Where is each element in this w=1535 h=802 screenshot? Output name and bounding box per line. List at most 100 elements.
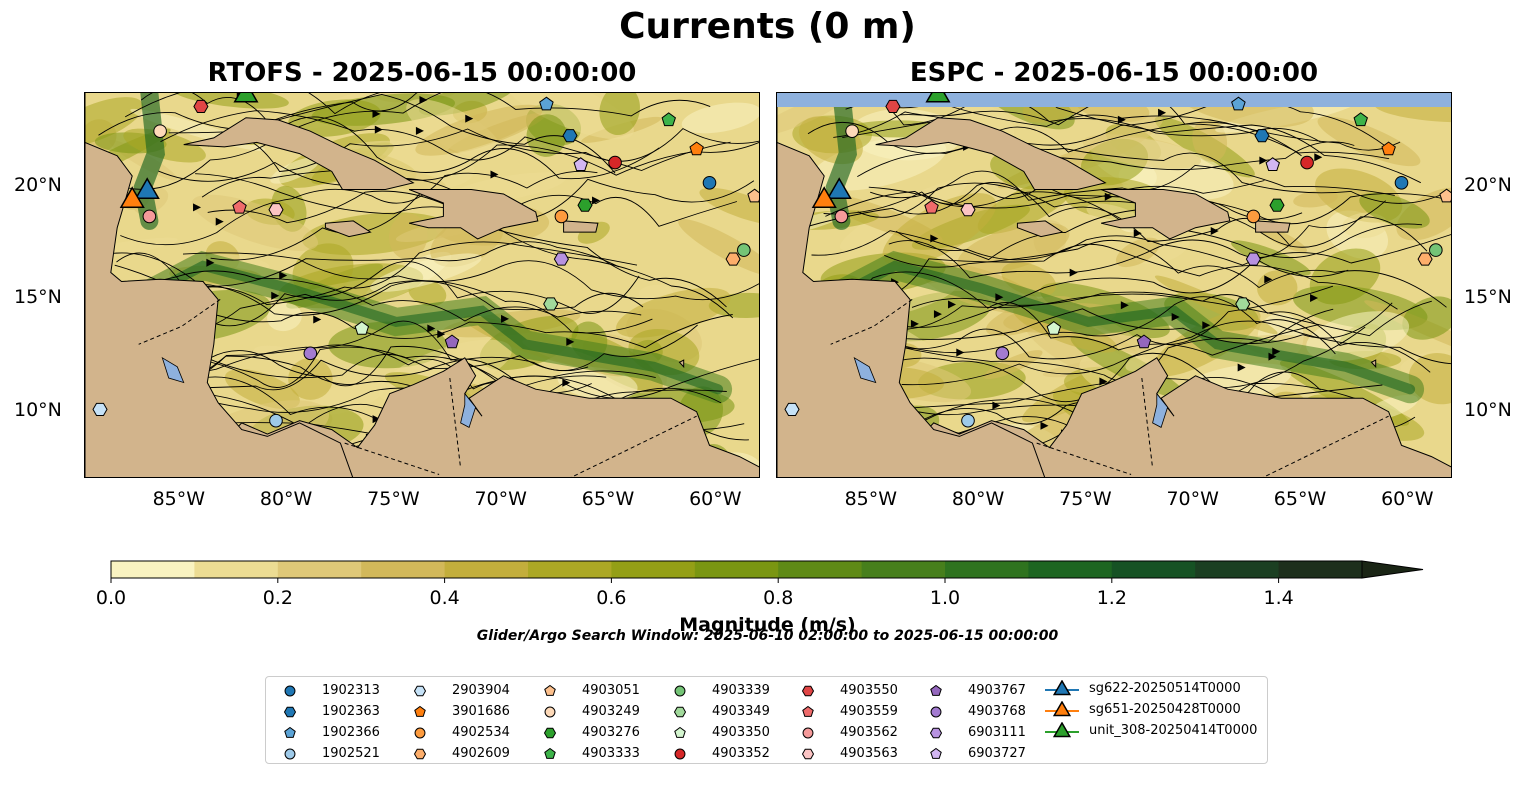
legend-label: 4903562	[840, 725, 898, 740]
legend-glyph-2903904	[413, 685, 427, 697]
legend-glyph-6903111	[929, 727, 943, 739]
argo-marker-1902366	[539, 96, 554, 111]
colorbar-tick-2: 0.4	[429, 587, 460, 609]
legend-glyph-4903276	[543, 727, 557, 739]
legend-marker-4903768	[930, 706, 942, 718]
legend-label: 6903111	[968, 725, 1026, 740]
argo-marker-1902363	[1254, 129, 1270, 143]
legend-marker-4903562	[802, 727, 814, 739]
colorbar-tick-4: 0.8	[763, 587, 794, 609]
colorbar-segment-1	[194, 561, 279, 578]
colorbar-tick-5: 1.0	[929, 587, 961, 609]
colorbar-segment-9	[861, 561, 946, 578]
legend-label: 4903333	[582, 746, 640, 761]
argo-marker-6903727	[1265, 157, 1280, 171]
rtofs-lon-tick-4: 65°W	[581, 488, 635, 510]
espc-lat-tick-0: 10°N	[1464, 398, 1512, 421]
legend-marker-4903333	[544, 747, 556, 759]
legend-label: 4903767	[968, 683, 1026, 698]
rtofs-lon-tick-2: 75°W	[367, 488, 420, 510]
argo-marker-4903768	[303, 346, 318, 361]
argo-marker-4903276	[577, 198, 593, 212]
espc-lon-tick-4: 65°W	[1273, 488, 1327, 510]
argo-marker-4903333	[1353, 112, 1368, 127]
legend-label: 4902609	[452, 746, 510, 761]
colorbar-segment-0	[111, 561, 195, 578]
argo-marker-4903768	[995, 346, 1010, 361]
legend-marker-unit_308-20250414T0000	[1045, 722, 1079, 738]
legend-label: 4903352	[712, 746, 770, 761]
legend-label: 4903350	[712, 725, 770, 740]
legend-glyph-4903768	[930, 706, 942, 718]
argo-marker-4903339	[737, 243, 751, 257]
legend-label: sg622-20250514T0000	[1089, 681, 1241, 696]
colorbar-segment-14	[1278, 561, 1363, 578]
argo-marker-4902609	[725, 252, 741, 266]
legend-glyph-4903767	[930, 684, 942, 696]
argo-marker-2903904	[784, 402, 800, 416]
argo-marker-1902313	[1394, 175, 1409, 190]
argo-marker-4903349	[543, 297, 559, 311]
argo-marker-4903051	[1439, 188, 1451, 203]
colorbar-tick-1: 0.2	[262, 587, 293, 609]
legend-label: 3901686	[452, 704, 510, 719]
espc-lon-tick-3: 70°W	[1166, 488, 1219, 510]
argo-marker-4903350	[1046, 320, 1062, 335]
glider-marker-sg622-20250514T0000	[826, 177, 852, 199]
colorbar-segment-8	[778, 561, 863, 578]
legend-glyph-4902609	[413, 748, 427, 760]
argo-marker-1902363	[562, 129, 578, 143]
legend-marker-4903352	[674, 748, 686, 760]
legend-label: 4903276	[582, 725, 640, 740]
legend-label: unit_308-20250414T0000	[1089, 723, 1258, 738]
legend-glyph-1902521	[284, 748, 296, 760]
rtofs-map	[84, 92, 760, 478]
legend-label: 4902534	[452, 725, 510, 740]
legend-marker-4903350	[674, 726, 686, 738]
espc-lon-tick-2: 75°W	[1059, 488, 1112, 510]
argo-marker-3901686	[1381, 141, 1396, 156]
legend-label: 4903559	[840, 704, 898, 719]
legend-label: 4903051	[582, 683, 640, 698]
argo-marker-1902366	[1231, 96, 1246, 111]
legend-glyph-4903352	[674, 748, 686, 760]
colorbar-tick-6: 1.2	[1096, 587, 1127, 609]
legend-marker-4903349	[673, 706, 687, 718]
legend-marker-4903249	[544, 706, 556, 718]
espc-lon-tick-5: 60°W	[1381, 488, 1434, 510]
legend-marker-4903339	[674, 685, 686, 697]
legend-label: 1902521	[322, 746, 380, 761]
search-window-text: Glider/Argo Search Window: 2025-06-10 02…	[476, 628, 1059, 644]
rtofs-lat-tick-1: 15°N	[14, 286, 62, 309]
colorbar-segment-4	[444, 561, 529, 578]
colorbar-segment-2	[277, 561, 362, 578]
colorbar-extend-arrow	[1361, 560, 1424, 579]
legend-marker-4903276	[543, 727, 557, 739]
argo-marker-4903559	[232, 199, 247, 214]
legend-label: 4903550	[840, 683, 898, 698]
legend-glyph-sg622-20250514T0000	[1052, 680, 1072, 696]
figure-title: Currents (0 m)	[619, 6, 916, 47]
legend-label: 1902363	[322, 704, 380, 719]
legend-marker-3901686	[414, 705, 426, 717]
legend-glyph-4903333	[544, 747, 556, 759]
argo-marker-4903562	[834, 209, 849, 224]
argo-marker-4902534	[1246, 209, 1261, 224]
colorbar-segment-5	[528, 561, 612, 578]
colorbar-tick-7: 1.4	[1263, 587, 1294, 609]
rtofs-lon-tick-0: 85°W	[152, 488, 206, 510]
espc-map	[776, 92, 1452, 478]
colorbar-tick-3: 0.6	[596, 587, 627, 609]
rtofs-lat-tick-2: 20°N	[14, 174, 62, 197]
legend-glyph-4903562	[802, 727, 814, 739]
rtofs-lon-tick-3: 70°W	[474, 488, 527, 510]
espc-map-canvas	[777, 93, 1451, 477]
legend-glyph-4903339	[674, 685, 686, 697]
colorbar-segment-6	[611, 561, 696, 578]
colorbar-segment-12	[1111, 561, 1196, 578]
argo-marker-1902521	[961, 413, 975, 428]
espc-lat-tick-2: 20°N	[1464, 174, 1512, 197]
legend-marker-1902521	[284, 748, 296, 760]
colorbar-segment-10	[945, 561, 1029, 578]
legend-marker-4903550	[801, 685, 815, 697]
